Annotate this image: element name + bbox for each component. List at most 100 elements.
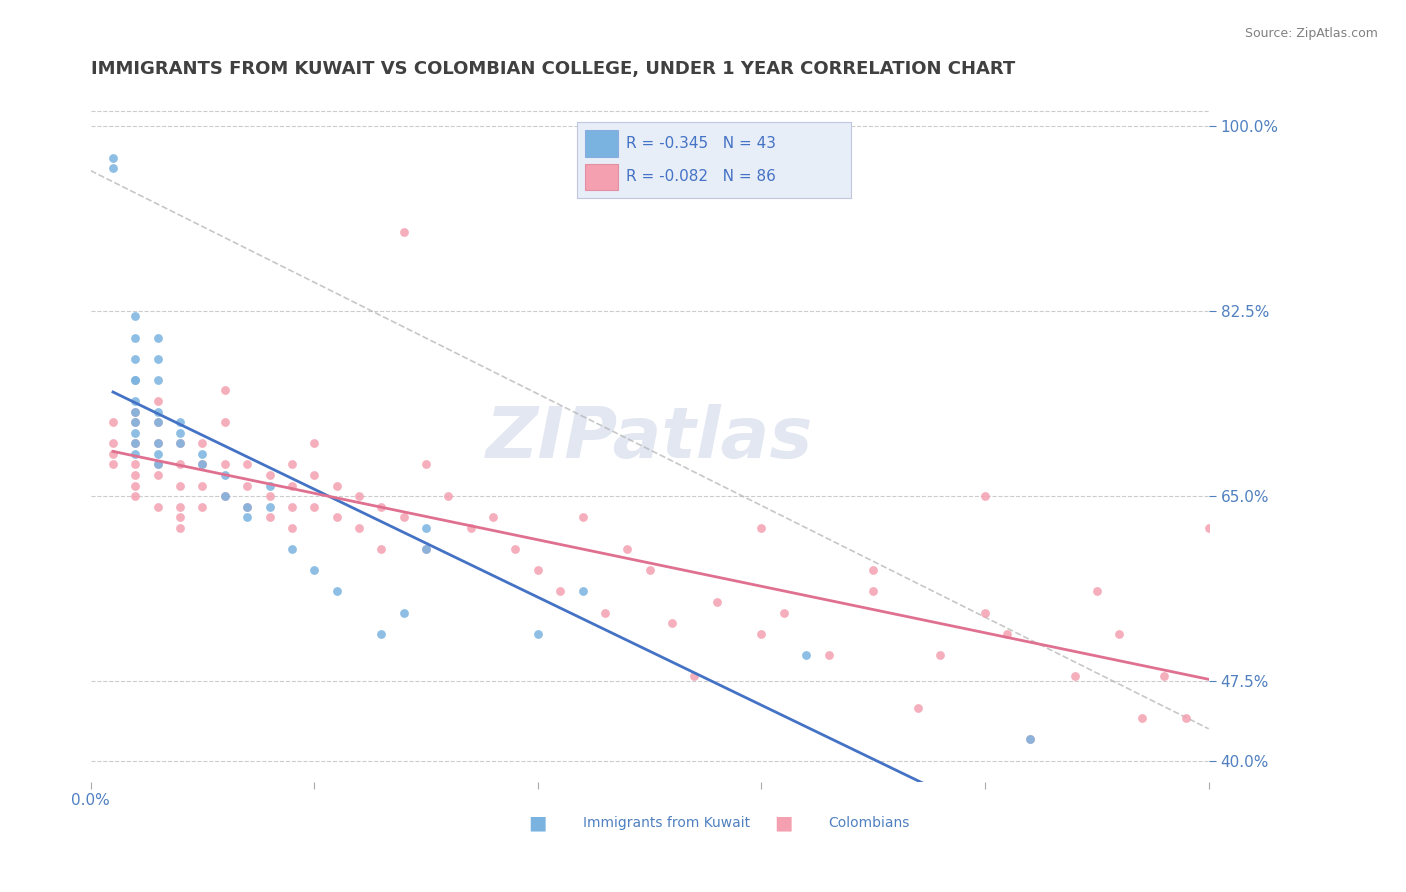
Point	[997, 626, 1019, 640]
Point	[571, 584, 593, 599]
Point	[146, 404, 169, 418]
Point	[415, 542, 437, 557]
Point	[146, 436, 169, 450]
Point	[236, 478, 259, 492]
Point	[169, 425, 191, 440]
Point	[392, 225, 415, 239]
Point	[661, 616, 683, 631]
Point	[772, 606, 794, 620]
Point	[214, 415, 236, 429]
Point	[191, 478, 214, 492]
Point	[214, 468, 236, 483]
Point	[548, 584, 571, 599]
Point	[325, 510, 347, 524]
Point	[281, 500, 304, 514]
Point	[259, 489, 281, 503]
Point	[124, 373, 146, 387]
Point	[236, 500, 259, 514]
Point	[571, 510, 593, 524]
Point	[236, 510, 259, 524]
Point	[169, 436, 191, 450]
Point	[124, 373, 146, 387]
Point	[214, 458, 236, 472]
Point	[101, 447, 124, 461]
Point	[124, 478, 146, 492]
Point	[214, 489, 236, 503]
Point	[214, 384, 236, 398]
Point	[347, 521, 370, 535]
Point	[124, 415, 146, 429]
Point	[974, 489, 997, 503]
Point	[1175, 711, 1198, 725]
Point	[169, 458, 191, 472]
Text: ■: ■	[775, 814, 793, 832]
Point	[281, 458, 304, 472]
Point	[259, 500, 281, 514]
Point	[370, 542, 392, 557]
Point	[146, 468, 169, 483]
Point	[259, 510, 281, 524]
Point	[146, 373, 169, 387]
Point	[191, 500, 214, 514]
Point	[281, 542, 304, 557]
Point	[146, 458, 169, 472]
Point	[392, 606, 415, 620]
Point	[259, 478, 281, 492]
Point	[146, 415, 169, 429]
Point	[146, 351, 169, 366]
Text: Source: ZipAtlas.com: Source: ZipAtlas.com	[1244, 27, 1378, 40]
Point	[191, 458, 214, 472]
Text: ■: ■	[529, 814, 547, 832]
Point	[169, 415, 191, 429]
Point	[616, 542, 638, 557]
Point	[124, 404, 146, 418]
Text: IMMIGRANTS FROM KUWAIT VS COLOMBIAN COLLEGE, UNDER 1 YEAR CORRELATION CHART: IMMIGRANTS FROM KUWAIT VS COLOMBIAN COLL…	[90, 60, 1015, 78]
Point	[124, 415, 146, 429]
Point	[370, 500, 392, 514]
Point	[146, 330, 169, 344]
Point	[593, 606, 616, 620]
Point	[325, 478, 347, 492]
Point	[236, 458, 259, 472]
Point	[370, 626, 392, 640]
Point	[1063, 669, 1085, 683]
Text: Colombians: Colombians	[828, 816, 910, 830]
Point	[214, 489, 236, 503]
Point	[124, 436, 146, 450]
Point	[124, 404, 146, 418]
Point	[191, 436, 214, 450]
Point	[146, 500, 169, 514]
Point	[281, 521, 304, 535]
Point	[101, 151, 124, 165]
Text: Immigrants from Kuwait: Immigrants from Kuwait	[582, 816, 749, 830]
Point	[124, 468, 146, 483]
Point	[527, 626, 550, 640]
Point	[101, 161, 124, 176]
Point	[638, 563, 661, 577]
Point	[146, 458, 169, 472]
Point	[302, 436, 325, 450]
Point	[124, 310, 146, 324]
Point	[259, 468, 281, 483]
Point	[101, 458, 124, 472]
Point	[1018, 732, 1040, 747]
Point	[683, 669, 706, 683]
Point	[124, 436, 146, 450]
Point	[505, 542, 527, 557]
Point	[169, 478, 191, 492]
Point	[751, 521, 773, 535]
Point	[974, 606, 997, 620]
Point	[415, 542, 437, 557]
Point	[862, 563, 884, 577]
Point	[751, 626, 773, 640]
Point	[1085, 584, 1108, 599]
Point	[169, 510, 191, 524]
Point	[302, 563, 325, 577]
Point	[124, 489, 146, 503]
Point	[347, 489, 370, 503]
Point	[191, 458, 214, 472]
Point	[101, 415, 124, 429]
Point	[794, 648, 817, 662]
Point	[1153, 669, 1175, 683]
Point	[124, 330, 146, 344]
